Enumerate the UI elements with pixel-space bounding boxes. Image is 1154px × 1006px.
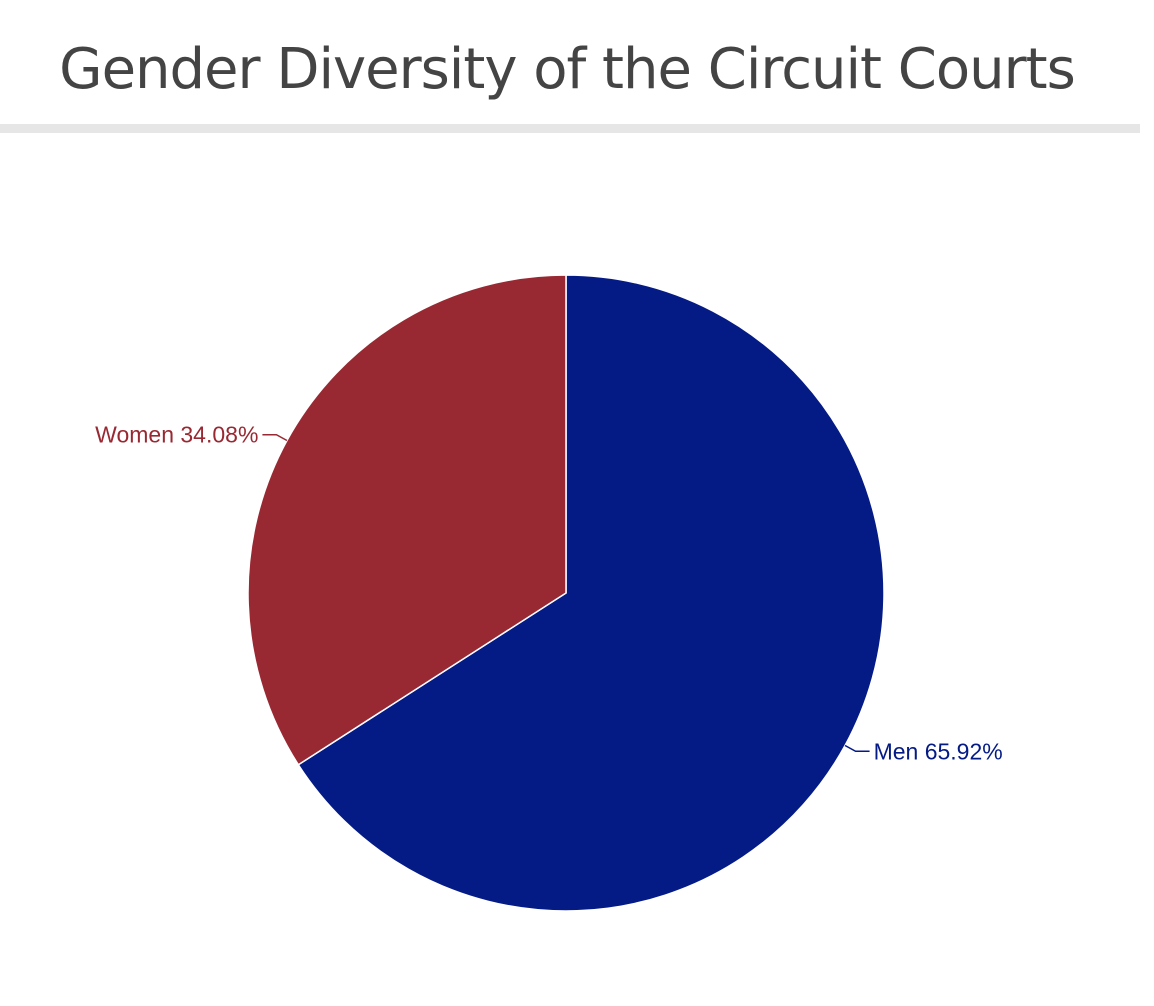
- leader-line-men: [845, 745, 870, 751]
- slice-label-men: Men 65.92%: [874, 738, 1003, 764]
- leader-line-women: [262, 435, 287, 441]
- slice-label-women: Women 34.08%: [95, 422, 258, 448]
